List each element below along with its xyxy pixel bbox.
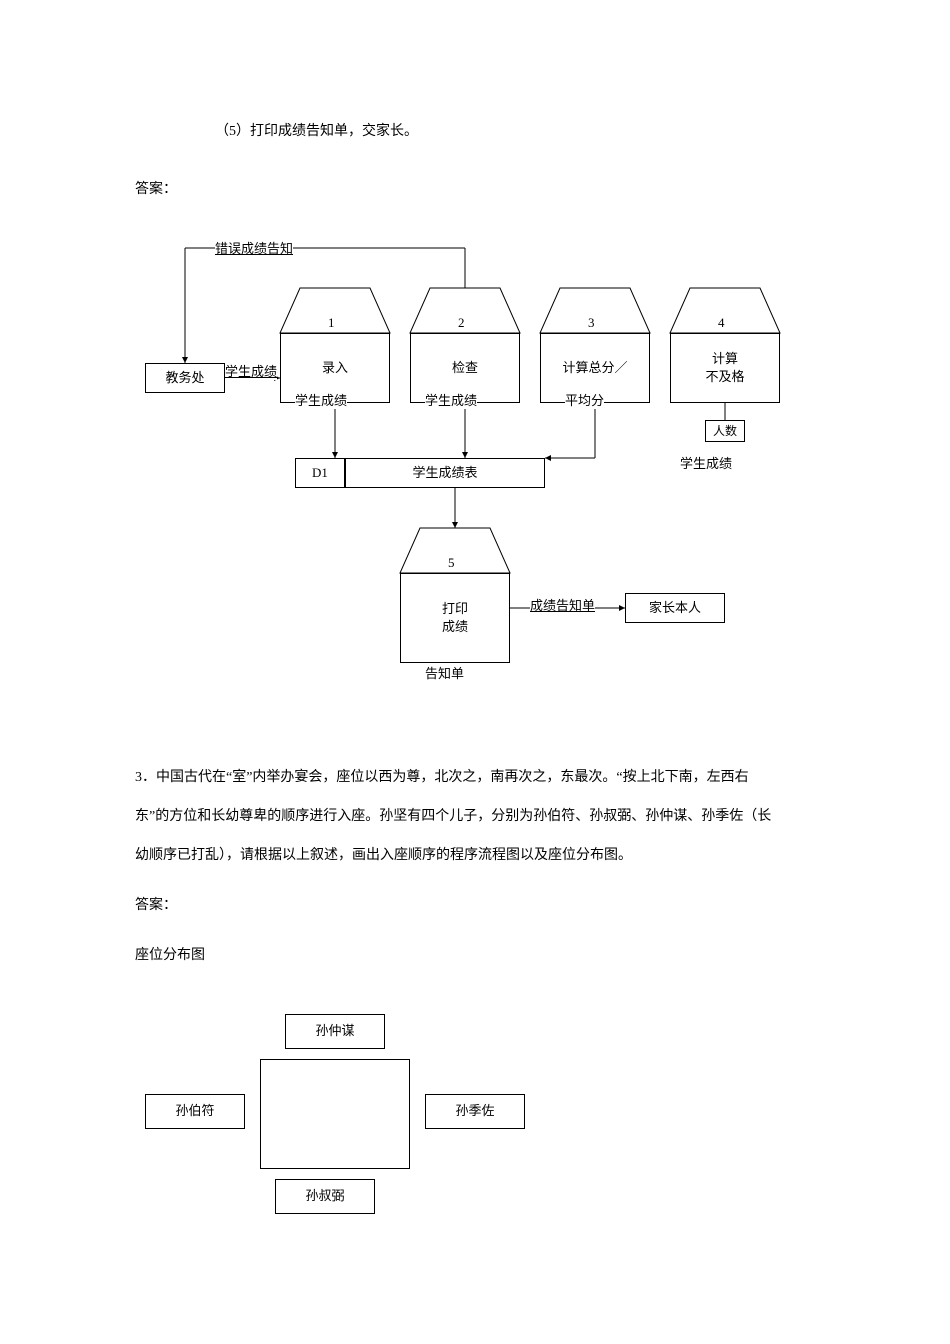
room-center bbox=[260, 1059, 410, 1169]
seat-layout-diagram: 孙仲谋 孙伯符 孙季佐 孙叔弼 bbox=[145, 994, 525, 1244]
seat-east: 孙季佐 bbox=[425, 1094, 525, 1129]
proc4-num: 4 bbox=[718, 315, 725, 331]
seat-north: 孙仲谋 bbox=[285, 1014, 385, 1049]
seat-distribution-label: 座位分布图 bbox=[135, 944, 815, 964]
flow-label-student-score: 学生成绩 bbox=[225, 361, 277, 380]
proc5-num: 5 bbox=[448, 555, 455, 571]
proc2-sub: 学生成绩 bbox=[425, 390, 477, 409]
proc1-num: 1 bbox=[328, 315, 335, 331]
q3-line2: 东”的方位和长幼尊卑的顺序进行入座。孙坚有四个儿子，分别为孙伯符、孙叔弼、孙仲谋… bbox=[135, 809, 771, 824]
diagram1-connectors bbox=[145, 228, 795, 748]
proc4-title: 计算 bbox=[712, 350, 738, 368]
proc1-title: 录入 bbox=[322, 359, 348, 377]
proc3-num: 3 bbox=[588, 315, 595, 331]
error-feedback-label: 错误成绩告知 bbox=[215, 238, 293, 257]
proc3-sub: 平均分 bbox=[565, 390, 604, 409]
proc1-sub: 学生成绩 bbox=[295, 390, 347, 409]
proc4-sub: 不及格 bbox=[705, 368, 744, 386]
process-4: 计算 不及格 bbox=[670, 333, 780, 403]
answer-label-2: 答案： bbox=[135, 894, 815, 914]
flow-label-report: 成绩告知单 bbox=[530, 595, 595, 614]
proc5-t3: 告知单 bbox=[425, 663, 464, 682]
proc3-title: 计算总分／ bbox=[562, 359, 627, 377]
process-5: 打印 成绩 bbox=[400, 573, 510, 663]
seat-south: 孙叔弼 bbox=[275, 1179, 375, 1214]
datastore-name: 学生成绩表 bbox=[345, 458, 545, 488]
q3-line3: 幼顺序已打乱），请根据以上叙述，画出入座顺序的程序流程图以及座位分布图。 bbox=[135, 848, 632, 863]
datastore-id: D1 bbox=[295, 458, 345, 488]
proc2-num: 2 bbox=[458, 315, 465, 331]
proc5-t1: 打印 bbox=[442, 600, 468, 618]
seat-west: 孙伯符 bbox=[145, 1094, 245, 1129]
side-label-score: 学生成绩 bbox=[680, 453, 732, 472]
q3-line1: 3．中国古代在“室”内举办宴会，座位以西为尊，北次之，南再次之，东最次。“按上北… bbox=[135, 770, 749, 785]
proc2-title: 检查 bbox=[452, 359, 478, 377]
proc5-t2: 成绩 bbox=[442, 618, 468, 636]
external-entity-2: 家长本人 bbox=[625, 593, 725, 623]
answer-label-1: 答案： bbox=[135, 178, 815, 198]
question-3-text: 3．中国古代在“室”内举办宴会，座位以西为尊，北次之，南再次之，东最次。“按上北… bbox=[135, 758, 815, 876]
dataflow-diagram: 错误成绩告知 教务处 学生成绩 1 录入 学生成绩 2 检查 学生成绩 3 计算… bbox=[145, 228, 795, 748]
step-5-text: （5）打印成绩告知单，交家长。 bbox=[215, 120, 815, 140]
proc4-extra-box: 人数 bbox=[705, 420, 745, 442]
external-entity-1: 教务处 bbox=[145, 363, 225, 393]
